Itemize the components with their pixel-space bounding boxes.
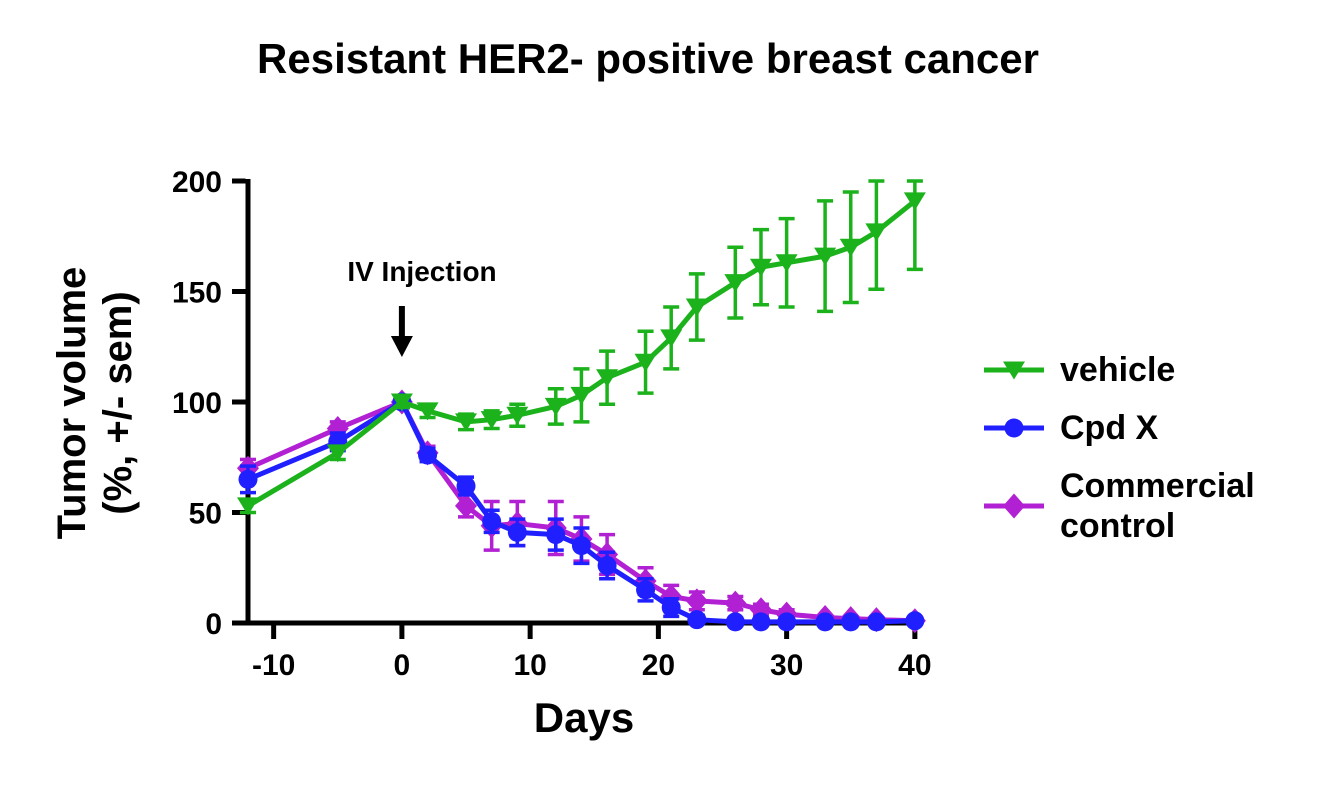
legend: vehicle Cpd X Commercial control — [982, 350, 1310, 546]
legend-item-commercial-control: Commercial control — [982, 466, 1310, 546]
legend-item-cpd-x: Cpd X — [982, 408, 1310, 448]
y-tick-label: 0 — [205, 608, 222, 641]
series-vehicle — [237, 179, 926, 516]
legend-label-commercial-control: Commercial control — [1060, 467, 1255, 545]
tick-marks — [232, 178, 918, 639]
y-tick-label: 50 — [189, 498, 222, 531]
axes — [245, 179, 922, 626]
cpd-x-circle-marker-icon — [984, 418, 1044, 438]
x-tick-label: 0 — [394, 649, 411, 682]
injection-arrow-icon — [390, 306, 413, 357]
x-tick-label: 40 — [898, 649, 931, 682]
y-tick-label: 150 — [172, 277, 222, 310]
series-commercial-control — [237, 389, 926, 634]
vehicle-triangle-marker-icon — [984, 361, 1044, 380]
legend-label-cpd-x: Cpd X — [1060, 409, 1159, 447]
y-tick-label: 200 — [172, 166, 222, 199]
y-tick-label: 100 — [172, 387, 222, 420]
x-tick-label: 30 — [770, 649, 803, 682]
commercial-control-diamond-marker-icon — [984, 493, 1044, 519]
x-tick-label: -10 — [252, 649, 295, 682]
x-axis-label: Days — [533, 694, 635, 741]
chart-title: Resistant HER2- positive breast cancer — [257, 35, 1039, 82]
legend-item-vehicle: vehicle — [982, 350, 1310, 390]
legend-label-vehicle: vehicle — [1060, 351, 1176, 389]
tick-labels: -10 0 10 20 30 40 0 50 100 150 200 — [172, 166, 932, 682]
x-tick-label: 20 — [642, 649, 675, 682]
annotation-iv-injection: IV Injection — [347, 256, 497, 287]
x-tick-label: 10 — [513, 649, 546, 682]
